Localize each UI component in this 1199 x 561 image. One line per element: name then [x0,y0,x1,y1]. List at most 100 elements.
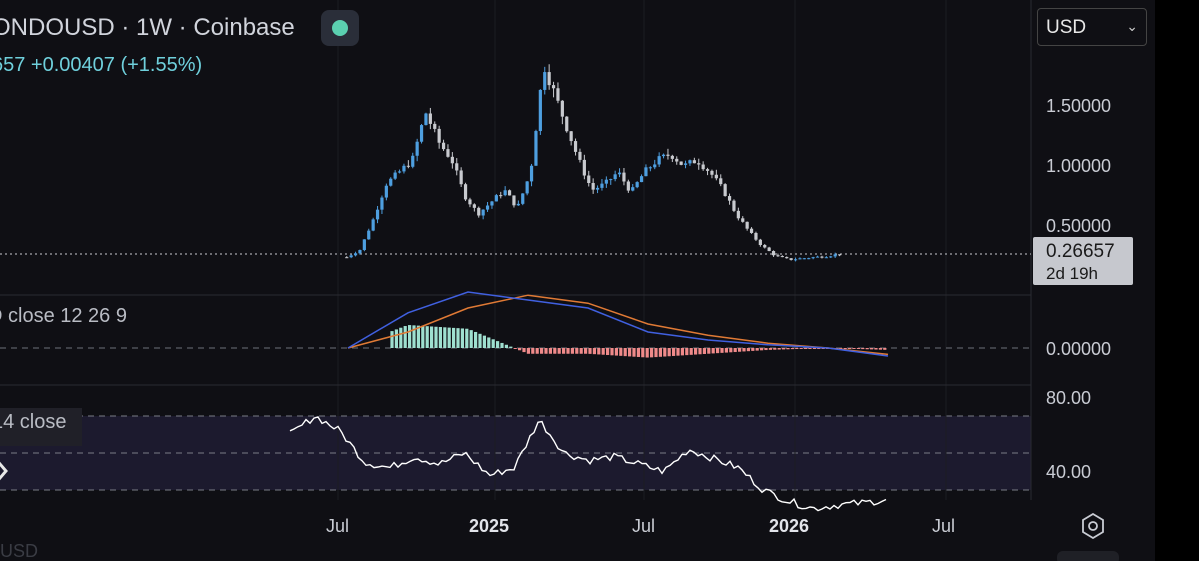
right-border [1155,0,1199,561]
candle-body [565,116,569,132]
macd-histogram-bar [474,331,478,348]
macd-histogram-bar [601,348,605,355]
macd-histogram-bar [408,325,412,348]
candle-body [745,221,749,229]
candle-body [455,163,459,171]
candle-body [547,72,551,86]
candle-body [424,113,428,126]
candle-body [595,187,600,190]
x-tick: Jul [326,516,350,536]
macd-label[interactable]: D close 12 26 9 [0,305,127,327]
candle-body [415,141,419,156]
candle-body [683,163,688,165]
macd-histogram-bar [469,330,473,348]
candle-body [468,199,472,205]
macd-histogram-bar [760,348,764,351]
candle-body [613,174,617,180]
macd-histogram-bar [672,348,676,356]
macd-histogram-bar [500,342,504,348]
candle-body [441,142,446,150]
macd-histogram-bar [390,331,394,348]
macd-histogram-bar [641,348,645,358]
candle-body [345,257,349,259]
macd-histogram-bar [447,327,451,348]
macd-histogram-bar [522,348,526,353]
x-tick: 2026 [769,516,810,536]
macd-histogram-bar [614,348,618,356]
macd-histogram-bar [742,348,746,352]
candle-body [569,131,573,142]
candle-body [525,181,529,194]
candle-body [631,187,635,191]
macd-histogram-bar [496,341,500,348]
rsi-label-background [0,408,82,446]
candle-body [833,254,837,257]
candle-body [776,255,780,257]
macd-histogram-bar [540,348,544,354]
candle-body [710,170,714,175]
bottom-control-button[interactable] [1057,551,1119,561]
macd-histogram-bar [548,348,552,354]
candle-body [767,247,771,252]
candle-body [807,258,811,260]
macd-histogram-bar [544,348,548,354]
rsi-label[interactable]: 14 close [0,411,67,433]
candle-body [494,195,498,202]
macd-histogram-bar [729,348,733,353]
candle-body [358,250,362,254]
candle-body [573,141,578,152]
candle-body [789,258,793,260]
macd-histogram-bar [658,348,662,357]
candle-body [543,72,547,90]
macd-histogram-bar [487,337,491,348]
macd-histogram-bar [764,348,768,351]
x-tick: 2025 [469,516,510,536]
macd-histogram-bar [443,327,447,348]
macd-histogram-bar [724,348,728,353]
chart-area[interactable]: ONDOUSD · 1W · Coinbase 657 +0.00407 (+1… [0,0,1155,561]
macd-histogram-bar [504,344,508,348]
candle-body [512,195,516,206]
macd-histogram-bar [588,348,592,354]
y-tick: 0.00000 [1046,339,1112,359]
candle-body [785,257,789,259]
macd-histogram-bar [786,348,790,350]
y-tick: 1.00000 [1046,156,1112,176]
market-status-button[interactable] [321,10,359,46]
currency-select[interactable]: USD ⌄ [1037,8,1147,46]
candle-body [367,230,371,240]
macd-histogram-bar [597,348,601,355]
rsi-collapse-arrow-icon[interactable] [0,455,8,487]
currency-value: USD [1046,17,1087,38]
macd-histogram-bar [632,348,636,357]
candle-body [503,190,507,196]
macd-histogram-bar [676,348,680,356]
settings-icon[interactable] [1080,513,1106,539]
candle-body [732,200,736,211]
macd-histogram-bar [738,348,742,352]
candle-body [507,190,512,196]
y-tick: 0.50000 [1046,216,1112,236]
macd-histogram-bar [518,348,522,351]
macd-histogram-bar [852,348,856,349]
candle-body [591,182,595,190]
candle-body [411,155,415,167]
rsi-line [289,416,887,512]
macd-histogram-bar [861,348,865,350]
macd-histogram-bar [482,335,486,348]
macd-histogram-bar [746,348,750,352]
macd-histogram-bar [566,348,570,354]
candle-body [389,178,393,186]
macd-histogram-bar [751,348,755,351]
candle-body [472,204,476,208]
candle-body [701,164,705,170]
macd-histogram-bar [843,348,847,349]
candle-body [758,239,762,246]
macd-histogram-bar [773,348,777,350]
candle-body [736,210,740,219]
last-price-value: 0.26657 [1046,241,1115,262]
chart-canvas[interactable] [0,0,1155,561]
macd-histogram-bar [421,325,425,348]
macd-histogram-bar [707,348,711,354]
